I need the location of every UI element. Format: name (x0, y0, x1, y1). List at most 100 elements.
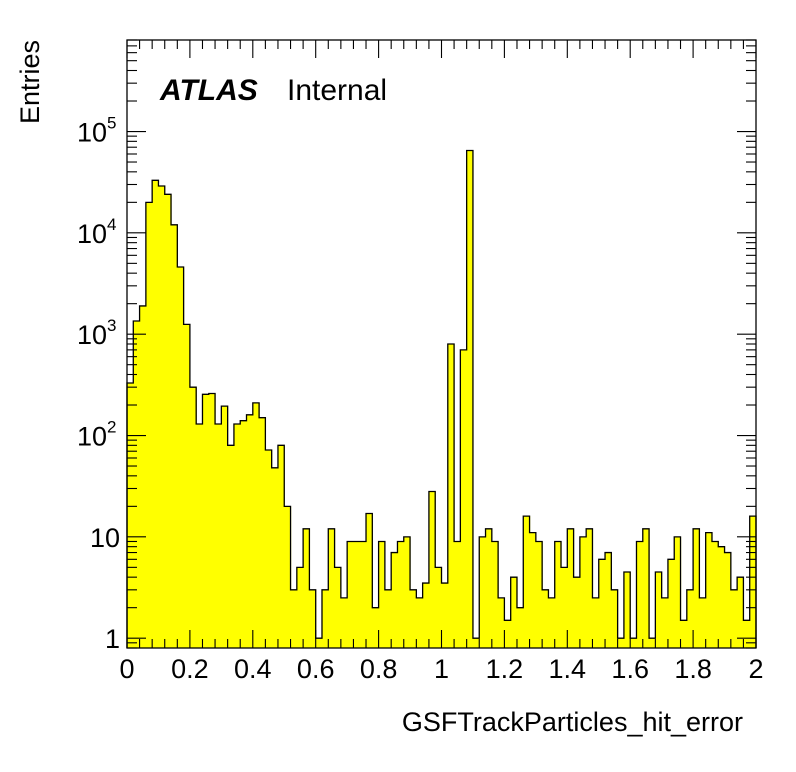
histogram-bar (145, 202, 153, 648)
histogram-bar (321, 589, 329, 648)
histogram-bar (711, 541, 719, 648)
histogram-bar (642, 528, 650, 648)
histogram-bar (510, 577, 518, 648)
histogram-bar (328, 528, 336, 648)
histogram-bar (372, 607, 380, 648)
histogram-bar (504, 620, 512, 648)
histogram-bar (441, 583, 449, 648)
histogram-bar (384, 589, 392, 648)
x-tick-label: 1.6 (611, 654, 649, 684)
x-tick-label: 0 (119, 654, 134, 684)
histogram-bar (567, 528, 575, 648)
histogram-bar (215, 423, 222, 648)
histogram-bar (359, 541, 367, 648)
histogram-bar (152, 180, 160, 648)
histogram-bar (724, 552, 732, 648)
histogram-bar (221, 406, 229, 648)
histogram-bar (259, 417, 266, 648)
histogram-bar (309, 589, 317, 648)
histogram-bar (422, 583, 430, 648)
histogram-bar (183, 324, 191, 648)
histogram-bar (498, 597, 505, 648)
histogram-bar (164, 194, 172, 649)
x-tick-label: 1.2 (486, 654, 524, 684)
histogram-bar (271, 467, 279, 648)
histogram-bar (240, 420, 248, 648)
histogram-bars (127, 150, 757, 649)
histogram-bar (523, 516, 531, 648)
x-tick-label: 1.8 (674, 654, 712, 684)
histogram-bar (391, 552, 399, 648)
y-tick-label: 102 (77, 418, 117, 452)
histogram-bar (435, 567, 443, 648)
x-tick-label: 0.4 (234, 654, 272, 684)
histogram-bar (296, 567, 304, 648)
x-tick-label: 0.2 (171, 654, 209, 684)
histogram-bar (554, 541, 562, 648)
experiment-label: ATLAS (159, 74, 258, 107)
y-tick-label: 1 (105, 624, 120, 654)
x-tick-label: 0.6 (297, 654, 335, 684)
histogram-bar (158, 185, 166, 649)
histogram-bar (403, 536, 411, 648)
histogram-bar (674, 536, 682, 648)
histogram-bar (548, 597, 556, 648)
histogram-bar (705, 532, 713, 648)
histogram-bar (428, 491, 436, 648)
histogram-bar (743, 620, 751, 648)
histogram-bar (265, 449, 273, 648)
histogram-bar (447, 344, 455, 648)
histogram-bar (529, 532, 537, 648)
histogram-bar (491, 541, 499, 648)
histogram-bar (479, 536, 487, 648)
x-tick-label: 0.8 (360, 654, 398, 684)
x-axis-label: GSFTrackParticles_hit_error (402, 707, 743, 737)
histogram-bar (636, 541, 644, 648)
histogram-bar (617, 638, 625, 648)
x-tick-label: 1 (434, 654, 449, 684)
histogram-bar (623, 571, 631, 648)
histogram-bar (196, 423, 204, 648)
histogram-bar (667, 559, 675, 648)
y-axis-label: Entries (15, 40, 45, 124)
histogram-bar (202, 394, 210, 648)
y-tick-label: 104 (77, 215, 117, 249)
histogram-bar (227, 445, 235, 648)
histogram-bar (649, 638, 656, 648)
histogram-bar (410, 589, 417, 648)
histogram-bar (366, 513, 373, 648)
histogram-bar (460, 349, 468, 648)
histogram-bar (466, 150, 474, 648)
histogram-bar (749, 516, 757, 648)
histogram-bar (579, 536, 587, 648)
histogram-bar (171, 224, 178, 648)
histogram-bar (315, 638, 323, 648)
histogram-bar (561, 567, 568, 648)
y-tick-label: 10 (90, 523, 120, 553)
histogram-bar (127, 382, 134, 648)
histogram-bar (208, 393, 216, 648)
histogram-bar (737, 577, 745, 648)
histogram-bar (347, 541, 355, 648)
histogram-bar (340, 597, 348, 648)
histogram-bar (284, 506, 292, 648)
histogram-bar (472, 638, 480, 648)
histogram-bar (655, 571, 663, 648)
histogram-bar (290, 589, 298, 648)
histogram-bar (699, 597, 707, 648)
histogram-bar (133, 320, 141, 648)
histogram-bar (598, 559, 606, 648)
histogram-bar (303, 528, 311, 648)
histogram-bar (686, 589, 694, 648)
histogram-bar (139, 305, 147, 648)
histogram-bar (630, 638, 638, 648)
histogram-bar (378, 541, 386, 648)
histogram-bar (246, 414, 254, 648)
histogram-bar (233, 423, 241, 648)
y-tick-label: 105 (77, 114, 117, 148)
histogram-bar (605, 552, 612, 648)
histogram-bar (693, 528, 700, 648)
histogram-bar (586, 528, 594, 648)
histogram-bar (277, 445, 285, 648)
